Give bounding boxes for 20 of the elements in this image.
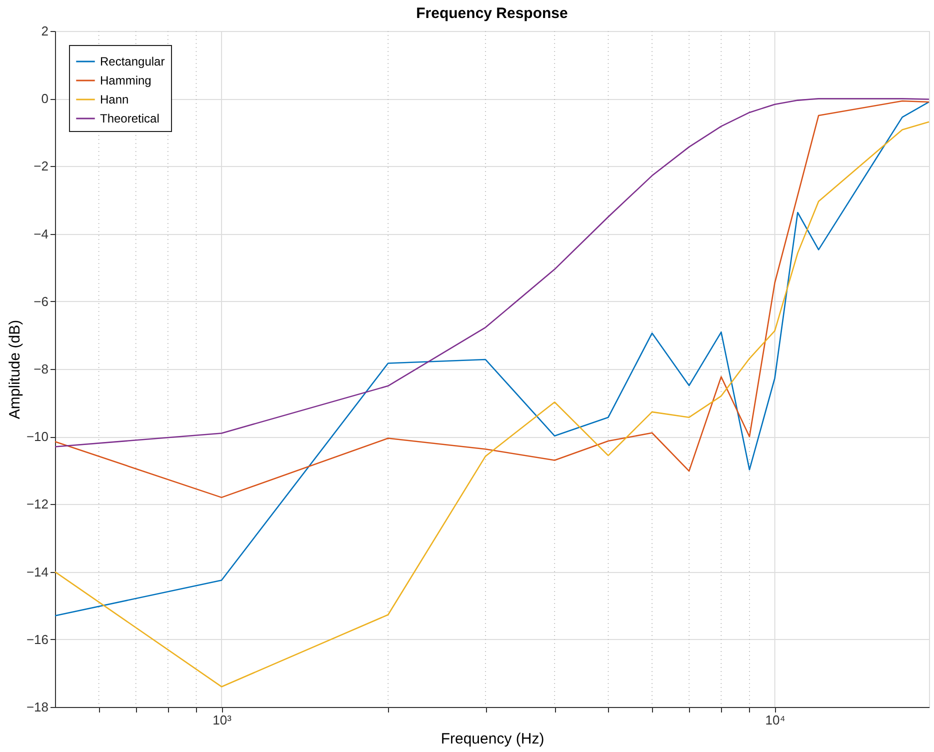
legend-label: Rectangular: [100, 54, 165, 68]
legend-label: Theoretical: [100, 112, 160, 126]
y-tick-label: −10: [26, 429, 48, 444]
y-tick-label: −14: [26, 564, 48, 580]
x-tick-label: 10³: [212, 712, 232, 728]
y-tick-label: 2: [41, 24, 48, 38]
y-tick-label: −4: [34, 226, 48, 242]
x-tick-label: 10⁴: [765, 712, 786, 728]
y-tick-label: −8: [34, 362, 48, 376]
chart-title: Frequency Response: [416, 5, 568, 22]
y-tick-label: 0: [41, 91, 48, 106]
y-tick-label: −16: [26, 632, 48, 647]
y-tick-label: −6: [34, 294, 48, 309]
legend-label: Hamming: [100, 74, 152, 88]
y-tick-label: −12: [26, 496, 48, 512]
y-axis-title: Amplitude (dB): [6, 320, 24, 420]
x-axis-title: Frequency (Hz): [440, 730, 544, 748]
y-tick-label: −2: [34, 158, 48, 174]
legend-label: Hann: [100, 92, 129, 106]
y-tick-label: −18: [26, 700, 48, 714]
